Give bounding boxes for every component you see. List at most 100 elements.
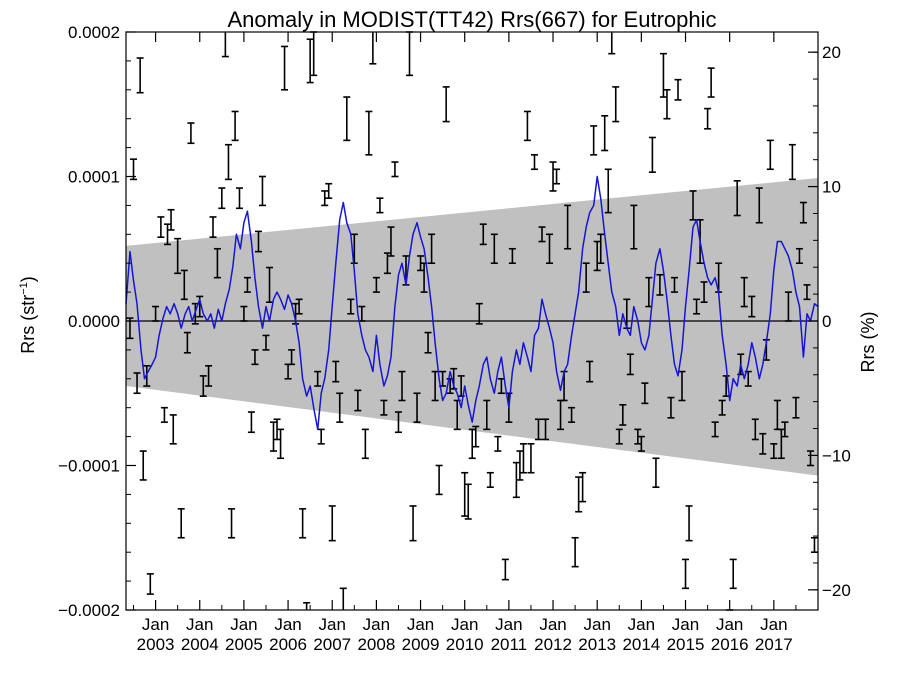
error-bar <box>777 428 785 460</box>
error-bar <box>722 375 730 397</box>
error-bar <box>483 399 491 431</box>
x-tick-year: 2007 <box>313 635 351 654</box>
error-bar <box>788 143 796 181</box>
error-bar <box>383 252 391 275</box>
error-bar <box>486 471 494 488</box>
x-tick-month: Jan <box>583 615 610 634</box>
error-bar <box>413 392 421 423</box>
x-tick-month: Jan <box>539 615 566 634</box>
error-bar <box>608 32 616 55</box>
right-tick-label: −10 <box>822 446 851 465</box>
error-bar <box>523 110 531 142</box>
error-bar <box>740 276 748 308</box>
error-bar <box>674 78 682 101</box>
error-bar <box>442 86 450 123</box>
x-tick-month: Jan <box>672 615 699 634</box>
error-bar <box>707 67 715 98</box>
error-bar <box>693 298 701 315</box>
error-bar <box>224 143 232 181</box>
error-bar <box>648 136 656 173</box>
error-bar <box>494 435 502 452</box>
error-bar <box>656 273 664 296</box>
error-bar <box>372 276 380 293</box>
error-bar <box>475 302 483 325</box>
right-tick-label: 0 <box>822 312 831 331</box>
error-bar <box>689 190 697 221</box>
x-tick-year: 2013 <box>578 635 616 654</box>
error-bar <box>564 204 572 250</box>
error-bar <box>586 360 594 383</box>
error-bar <box>199 375 207 397</box>
error-bar <box>273 418 281 441</box>
y-axis-right-label: Rrs (%) <box>858 312 878 373</box>
chart-title: Anomaly in MODIST(TT42) Rrs(667) for Eut… <box>227 7 716 32</box>
x-tick-month: Jan <box>230 615 257 634</box>
error-bar <box>711 421 719 438</box>
error-bar <box>160 406 168 423</box>
error-bar <box>508 247 516 265</box>
error-bar <box>527 443 535 474</box>
error-bar <box>431 370 439 402</box>
error-bar <box>630 204 638 250</box>
error-bar <box>213 247 221 279</box>
error-bar <box>266 266 274 304</box>
error-bar <box>530 154 538 171</box>
error-bar <box>468 428 476 460</box>
error-bar <box>343 96 351 142</box>
error-bar <box>766 139 774 171</box>
error-bar <box>417 255 425 272</box>
error-bar <box>534 418 542 441</box>
error-bar <box>519 443 527 474</box>
error-bar <box>516 450 524 481</box>
x-tick-year: 2016 <box>711 635 749 654</box>
error-bar <box>332 360 340 383</box>
error-bar <box>409 505 417 542</box>
error-bar <box>235 187 243 210</box>
error-bar <box>428 233 436 265</box>
error-bar <box>277 428 285 460</box>
error-bar <box>251 349 259 366</box>
error-bar <box>604 168 612 214</box>
y-axis-left-label-tail: ) <box>18 276 38 282</box>
error-bar <box>258 175 266 207</box>
x-axis: Jan2003Jan2004Jan2005Jan2006Jan2007Jan20… <box>133 32 797 654</box>
error-bar <box>601 115 609 152</box>
error-bar <box>303 601 311 610</box>
error-bar <box>641 382 649 405</box>
error-bar <box>751 418 759 441</box>
x-tick-year: 2012 <box>534 635 572 654</box>
error-bar <box>314 370 322 387</box>
error-bar <box>174 237 182 275</box>
error-bar <box>269 421 277 452</box>
error-bar <box>424 331 432 354</box>
error-bar <box>299 508 307 539</box>
error-bar <box>380 399 388 416</box>
error-bar <box>803 284 811 301</box>
error-bar <box>328 505 336 542</box>
error-bar <box>615 428 623 445</box>
error-bar <box>187 122 195 145</box>
x-tick-month: Jan <box>628 615 655 634</box>
error-bar <box>806 450 814 467</box>
y-axis-left-label-base: Rrs (str <box>18 295 38 354</box>
error-bar <box>549 161 557 192</box>
x-tick-year: 2008 <box>357 635 395 654</box>
error-bar <box>306 38 314 84</box>
error-bar <box>369 32 377 65</box>
error-bar <box>784 291 792 322</box>
error-bar <box>795 247 803 265</box>
error-bar <box>667 396 675 419</box>
right-tick-label: 20 <box>822 43 841 62</box>
error-bar <box>619 404 627 426</box>
error-bar <box>354 389 362 412</box>
error-bar <box>152 305 160 322</box>
error-bar <box>792 396 800 419</box>
error-bar <box>748 295 756 318</box>
error-bar <box>376 197 384 214</box>
x-tick-month: Jan <box>407 615 434 634</box>
error-bar <box>146 573 154 595</box>
error-bar <box>770 443 778 460</box>
error-bar <box>729 558 737 590</box>
x-tick-year: 2006 <box>269 635 307 654</box>
